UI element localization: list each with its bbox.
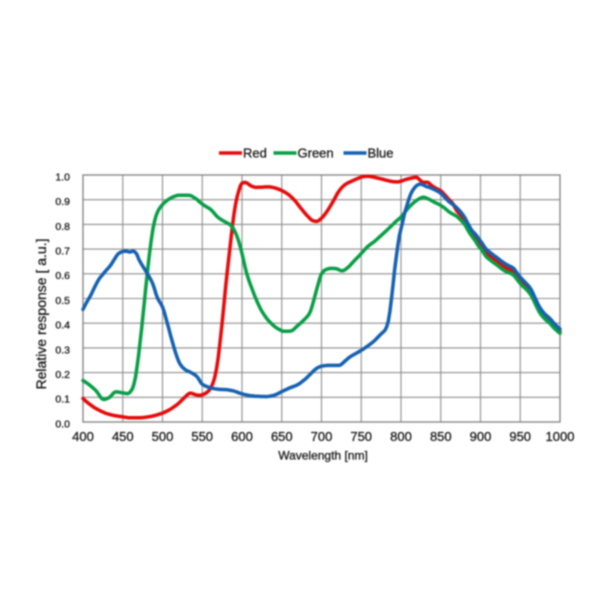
svg-text:1000: 1000 (546, 429, 575, 444)
svg-text:0.2: 0.2 (55, 369, 70, 381)
svg-text:700: 700 (311, 429, 333, 444)
svg-text:Red: Red (243, 146, 267, 161)
svg-text:0.7: 0.7 (55, 246, 70, 258)
svg-text:Blue: Blue (368, 146, 394, 161)
svg-text:0.5: 0.5 (55, 295, 70, 307)
svg-text:400: 400 (72, 429, 94, 444)
svg-text:Wavelength [nm]: Wavelength [nm] (278, 449, 368, 463)
svg-text:900: 900 (470, 429, 492, 444)
svg-text:0.1: 0.1 (55, 394, 70, 406)
svg-text:600: 600 (231, 429, 253, 444)
svg-text:0.9: 0.9 (55, 196, 70, 208)
svg-text:750: 750 (350, 429, 372, 444)
svg-text:450: 450 (112, 429, 134, 444)
svg-text:500: 500 (152, 429, 174, 444)
svg-text:0.3: 0.3 (55, 344, 70, 356)
svg-text:0.6: 0.6 (55, 270, 70, 282)
svg-text:0.0: 0.0 (55, 418, 70, 430)
svg-text:0.4: 0.4 (55, 320, 70, 332)
svg-text:Relative response [ a.u.]: Relative response [ a.u.] (33, 239, 49, 390)
svg-text:950: 950 (509, 429, 531, 444)
svg-text:1.0: 1.0 (55, 171, 70, 183)
svg-text:800: 800 (390, 429, 412, 444)
svg-text:Green: Green (298, 146, 334, 161)
svg-text:550: 550 (191, 429, 213, 444)
svg-text:850: 850 (430, 429, 452, 444)
svg-text:650: 650 (271, 429, 293, 444)
svg-text:0.8: 0.8 (55, 221, 70, 233)
